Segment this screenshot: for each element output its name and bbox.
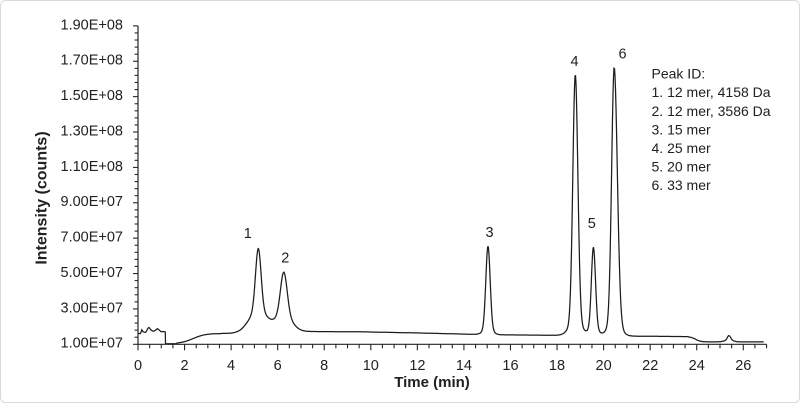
svg-text:3: 3 <box>485 225 493 241</box>
svg-text:3.00E+07: 3.00E+07 <box>61 300 124 316</box>
svg-text:16: 16 <box>502 358 518 374</box>
svg-text:Peak ID:: Peak ID: <box>652 66 706 82</box>
svg-text:2. 12 mer, 3586 Da: 2. 12 mer, 3586 Da <box>652 103 771 119</box>
svg-text:1: 1 <box>244 226 252 242</box>
svg-text:6. 33 mer: 6. 33 mer <box>652 177 711 193</box>
svg-text:1.70E+08: 1.70E+08 <box>61 53 124 69</box>
svg-text:9.00E+07: 9.00E+07 <box>61 194 124 210</box>
svg-text:5: 5 <box>588 216 596 232</box>
svg-text:1.90E+08: 1.90E+08 <box>61 17 124 33</box>
svg-text:5. 20 mer: 5. 20 mer <box>652 159 711 175</box>
svg-text:22: 22 <box>642 358 658 374</box>
svg-text:1.00E+07: 1.00E+07 <box>61 336 124 352</box>
svg-text:4: 4 <box>227 358 235 374</box>
svg-text:5.00E+07: 5.00E+07 <box>61 265 124 281</box>
svg-text:18: 18 <box>549 358 565 374</box>
svg-text:2: 2 <box>281 251 289 267</box>
svg-text:14: 14 <box>456 358 472 374</box>
svg-text:10: 10 <box>363 358 379 374</box>
svg-text:7.00E+07: 7.00E+07 <box>61 230 124 246</box>
svg-text:1.50E+08: 1.50E+08 <box>61 88 124 104</box>
svg-text:Intensity (counts): Intensity (counts) <box>34 131 51 264</box>
svg-text:4. 25 mer: 4. 25 mer <box>652 140 711 156</box>
svg-text:6: 6 <box>618 46 626 62</box>
svg-text:8: 8 <box>320 358 328 374</box>
svg-text:1. 12 mer, 4158 Da: 1. 12 mer, 4158 Da <box>652 84 771 100</box>
svg-text:20: 20 <box>596 358 612 374</box>
svg-text:6: 6 <box>274 358 282 374</box>
svg-text:12: 12 <box>409 358 425 374</box>
svg-text:0: 0 <box>134 358 142 374</box>
svg-text:3. 15 mer: 3. 15 mer <box>652 121 711 137</box>
svg-text:24: 24 <box>689 358 705 374</box>
svg-text:4: 4 <box>571 54 579 70</box>
svg-text:Time (min): Time (min) <box>394 374 470 391</box>
svg-text:1.30E+08: 1.30E+08 <box>61 123 124 139</box>
svg-text:26: 26 <box>735 358 751 374</box>
svg-text:2: 2 <box>181 358 189 374</box>
svg-text:1.10E+08: 1.10E+08 <box>61 159 124 175</box>
